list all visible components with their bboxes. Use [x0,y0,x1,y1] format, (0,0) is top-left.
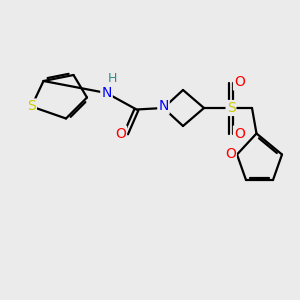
Text: O: O [115,127,126,140]
Text: O: O [234,127,245,140]
Text: S: S [226,101,236,115]
Text: H: H [108,71,117,85]
Text: N: N [101,86,112,100]
Text: N: N [158,100,169,113]
Text: O: O [234,76,245,89]
Text: S: S [27,100,36,113]
Text: O: O [225,148,236,161]
